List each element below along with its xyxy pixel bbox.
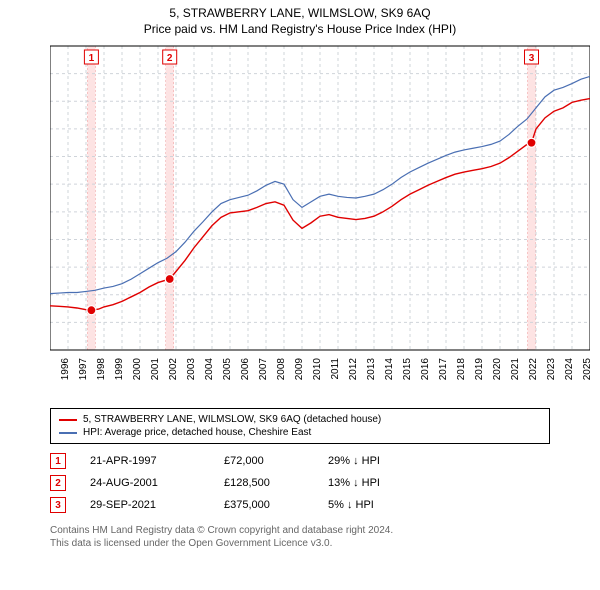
sale-date-3: 29-SEP-2021 <box>90 499 200 511</box>
svg-text:2017: 2017 <box>438 358 449 381</box>
sale-price-1: £72,000 <box>224 455 304 467</box>
svg-text:2021: 2021 <box>510 358 521 381</box>
svg-text:1995: 1995 <box>50 358 53 381</box>
svg-text:2007: 2007 <box>258 358 269 381</box>
svg-text:1998: 1998 <box>96 358 107 381</box>
legend-row-hpi: HPI: Average price, detached house, Ches… <box>59 426 541 439</box>
sale-date-1: 21-APR-1997 <box>90 455 200 467</box>
svg-text:3: 3 <box>529 53 535 64</box>
legend-label-property: 5, STRAWBERRY LANE, WILMSLOW, SK9 6AQ (d… <box>83 414 381 425</box>
sale-row-1: 1 21-APR-1997 £72,000 29% ↓ HPI <box>50 450 550 472</box>
svg-text:2015: 2015 <box>402 358 413 381</box>
svg-text:2008: 2008 <box>276 358 287 381</box>
footnote-line2: This data is licensed under the Open Gov… <box>50 537 550 550</box>
svg-text:2023: 2023 <box>546 358 557 381</box>
svg-text:2016: 2016 <box>420 358 431 381</box>
footnote-line1: Contains HM Land Registry data © Crown c… <box>50 524 550 537</box>
svg-text:2012: 2012 <box>348 358 359 381</box>
hpi-chart-page: { "title": "5, STRAWBERRY LANE, WILMSLOW… <box>0 0 600 590</box>
svg-text:2011: 2011 <box>330 358 341 380</box>
sale-hpi-1: 29% ↓ HPI <box>328 455 428 467</box>
svg-text:2013: 2013 <box>366 358 377 381</box>
svg-text:2020: 2020 <box>492 358 503 381</box>
svg-text:2001: 2001 <box>150 358 161 381</box>
svg-text:2019: 2019 <box>474 358 485 381</box>
svg-text:1: 1 <box>89 53 95 64</box>
sale-hpi-3: 5% ↓ HPI <box>328 499 428 511</box>
svg-text:2004: 2004 <box>204 358 215 381</box>
sale-row-2: 2 24-AUG-2001 £128,500 13% ↓ HPI <box>50 472 550 494</box>
sale-row-3: 3 29-SEP-2021 £375,000 5% ↓ HPI <box>50 494 550 516</box>
sale-price-2: £128,500 <box>224 477 304 489</box>
legend-row-property: 5, STRAWBERRY LANE, WILMSLOW, SK9 6AQ (d… <box>59 413 541 426</box>
svg-text:1997: 1997 <box>78 358 89 381</box>
sale-date-2: 24-AUG-2001 <box>90 477 200 489</box>
svg-text:2014: 2014 <box>384 358 395 381</box>
sale-marker-table: 1 21-APR-1997 £72,000 29% ↓ HPI 2 24-AUG… <box>50 450 550 516</box>
svg-text:2000: 2000 <box>132 358 143 381</box>
sale-price-3: £375,000 <box>224 499 304 511</box>
legend-label-hpi: HPI: Average price, detached house, Ches… <box>83 427 311 438</box>
svg-text:2009: 2009 <box>294 358 305 381</box>
line-chart-svg: £0£50K£100K£150K£200K£250K£300K£350K£400… <box>50 40 590 400</box>
chart-area: £0£50K£100K£150K£200K£250K£300K£350K£400… <box>50 40 590 400</box>
legend-swatch-hpi <box>59 432 77 434</box>
svg-text:2002: 2002 <box>168 358 179 381</box>
sale-hpi-2: 13% ↓ HPI <box>328 477 428 489</box>
svg-text:2006: 2006 <box>240 358 251 381</box>
svg-text:2025: 2025 <box>582 358 590 381</box>
footnote: Contains HM Land Registry data © Crown c… <box>50 524 550 550</box>
svg-text:2005: 2005 <box>222 358 233 381</box>
svg-text:2010: 2010 <box>312 358 323 381</box>
chart-title: 5, STRAWBERRY LANE, WILMSLOW, SK9 6AQ <box>0 0 600 20</box>
svg-text:2018: 2018 <box>456 358 467 381</box>
svg-text:2024: 2024 <box>564 358 575 381</box>
sale-num-2: 2 <box>50 475 66 491</box>
sale-num-1: 1 <box>50 453 66 469</box>
svg-text:2: 2 <box>167 53 173 64</box>
sale-num-3: 3 <box>50 497 66 513</box>
svg-text:1996: 1996 <box>60 358 71 381</box>
legend-box: 5, STRAWBERRY LANE, WILMSLOW, SK9 6AQ (d… <box>50 408 550 444</box>
svg-text:2022: 2022 <box>528 358 539 381</box>
svg-text:1999: 1999 <box>114 358 125 381</box>
chart-subtitle: Price paid vs. HM Land Registry's House … <box>0 20 600 40</box>
legend-swatch-property <box>59 419 77 421</box>
svg-text:2003: 2003 <box>186 358 197 381</box>
